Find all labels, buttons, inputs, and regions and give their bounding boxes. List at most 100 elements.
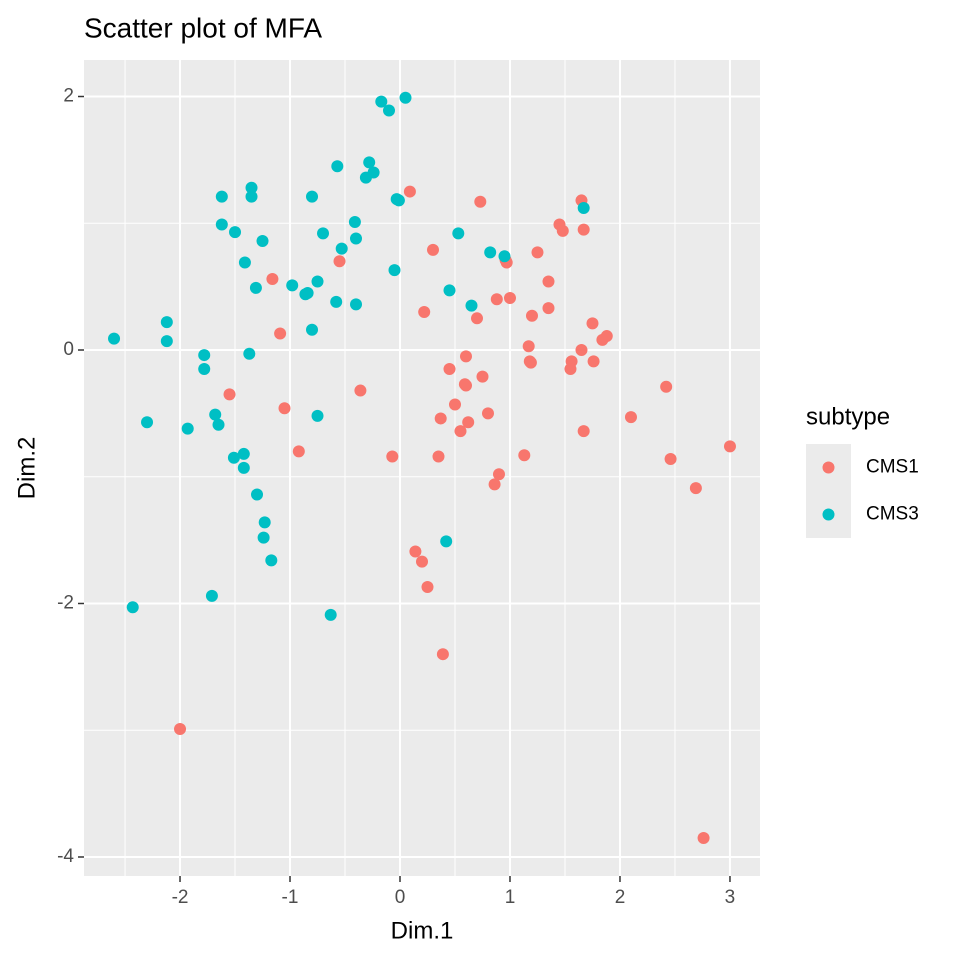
legend-marker [822,461,835,474]
y-axis-label: Dim.2 [13,437,40,500]
point [399,91,412,104]
point [198,363,211,376]
point [418,305,431,318]
point [454,425,467,438]
point [257,531,270,544]
point [531,246,544,259]
chart-title: Scatter plot of MFA [84,12,322,43]
point [301,286,314,299]
point [223,388,236,401]
x-tick-label: 1 [505,887,516,908]
point [542,275,555,288]
point [624,411,637,424]
legend-label: CMS1 [866,457,919,478]
point [160,316,173,329]
point [596,333,609,346]
point [249,281,262,294]
point [324,608,337,621]
point [205,589,218,602]
plot-panel [84,60,760,876]
point [434,412,447,425]
point [577,202,590,215]
point [229,226,242,239]
point [350,232,363,245]
point [333,255,346,268]
point [459,379,472,392]
point [243,347,256,360]
point [556,224,569,237]
point [306,323,319,336]
point [409,545,422,558]
point [525,309,538,322]
point [348,215,361,228]
point [723,440,736,453]
point [564,363,577,376]
point [265,554,278,567]
point [238,256,251,269]
point [575,343,588,356]
point [392,194,405,207]
point [209,408,222,421]
point [383,104,396,117]
point [388,264,401,277]
point [488,478,501,491]
point [245,181,258,194]
point [354,384,367,397]
point [306,190,319,203]
point [448,398,461,411]
point [286,279,299,292]
point [421,581,434,594]
legend-marker [822,508,835,521]
point [198,349,211,362]
point [459,350,472,363]
point [481,407,494,420]
point [503,292,516,305]
point [484,246,497,259]
point [181,422,194,435]
point [141,416,154,429]
y-tick-label: 0 [63,339,74,360]
point [174,722,187,735]
point [317,227,330,240]
point [470,312,483,325]
x-tick-label: -1 [282,887,299,908]
point [436,648,449,661]
point [311,409,324,422]
point [367,166,380,179]
point [258,516,271,529]
point [160,335,173,348]
point [311,275,324,288]
point [292,445,305,458]
point [498,250,511,263]
point [426,243,439,256]
point [586,317,599,330]
x-tick-label: 3 [725,887,736,908]
point [660,380,673,393]
point [443,363,456,376]
point [126,601,139,614]
point [577,223,590,236]
point [350,298,363,311]
point [474,195,487,208]
point [522,340,535,353]
point [274,327,287,340]
point [227,451,240,464]
point [524,356,537,369]
point [462,416,475,429]
point [278,402,291,415]
point [363,156,376,169]
point [331,160,344,173]
point [386,450,399,463]
point [266,273,279,286]
point [697,831,710,844]
point [492,468,505,481]
point [542,302,555,315]
point [416,555,428,568]
y-tick-label: -4 [57,846,74,867]
point [432,450,445,463]
point [443,284,456,297]
point [577,425,590,438]
point [452,227,465,240]
point [251,488,264,501]
